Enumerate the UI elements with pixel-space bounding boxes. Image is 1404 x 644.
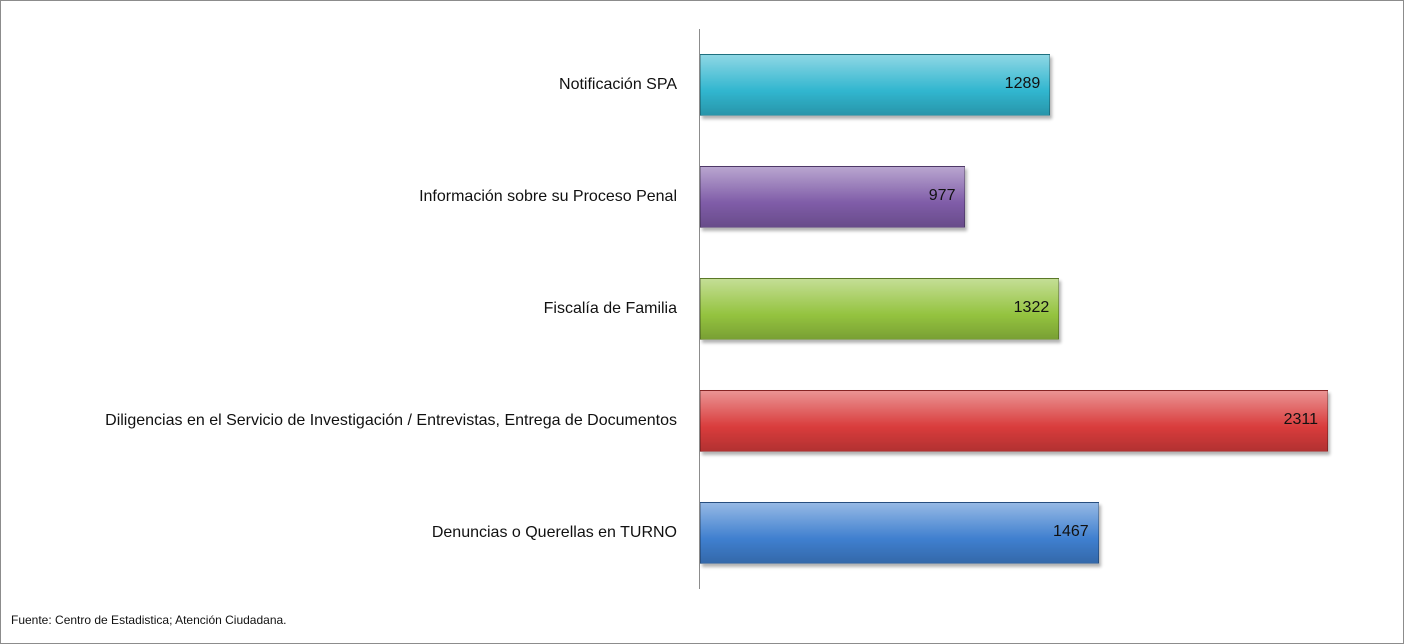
category-label: Fiscalía de Familia: [543, 300, 677, 317]
footnote: Fuente: Centro de Estadistica; Atención …: [11, 613, 287, 627]
axis-line: [699, 29, 700, 589]
value-label: 977: [928, 187, 956, 204]
value-label: 2311: [1283, 411, 1318, 428]
category-label: Notificación SPA: [559, 76, 677, 93]
bar: [700, 502, 1099, 564]
value-label: 1289: [1004, 75, 1041, 92]
category-label: Denuncias o Querellas en TURNO: [431, 524, 677, 541]
bar: [700, 390, 1328, 452]
bar: [700, 278, 1060, 340]
bar: [700, 166, 966, 228]
value-label: 1467: [1053, 523, 1089, 540]
bar: [700, 54, 1051, 116]
category-label: Diligencias en el Servicio de Investigac…: [105, 412, 677, 429]
value-label: 1322: [1013, 299, 1050, 316]
category-label: Información sobre su Proceso Penal: [419, 188, 677, 205]
